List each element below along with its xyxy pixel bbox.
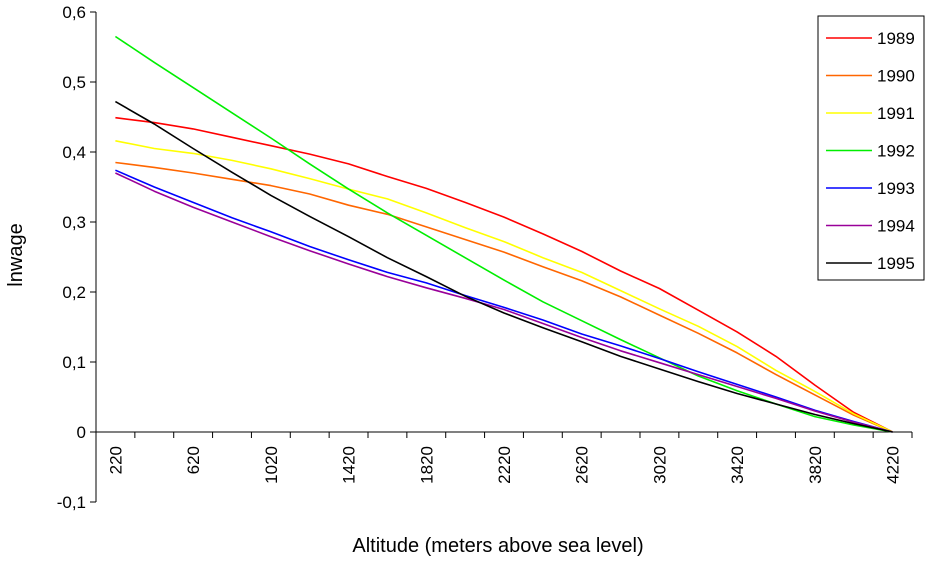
- x-tick-label: 1020: [262, 446, 281, 484]
- legend-box: [817, 15, 925, 281]
- series-line-1989: [115, 116, 893, 433]
- x-tick-label: 220: [106, 446, 125, 474]
- series-line-1995: [115, 100, 893, 433]
- y-tick-label: 0,2: [62, 283, 86, 302]
- y-tick-label: 0,6: [62, 3, 86, 22]
- x-tick-label: 3820: [806, 446, 825, 484]
- series-line-1992: [114, 35, 893, 433]
- legend-label-1991: 1991: [877, 104, 915, 123]
- series-lines: [114, 35, 893, 433]
- legend: 1989 1990 1991 1992 1993 1994 1995: [817, 15, 925, 281]
- x-tick-label: 1420: [340, 446, 359, 484]
- y-tick-label: 0,5: [62, 73, 86, 92]
- x-tick-label: 4220: [884, 446, 903, 484]
- series-line-1991: [115, 140, 893, 433]
- y-tick-label: 0: [77, 423, 86, 442]
- y-tick-label: 0,4: [62, 143, 86, 162]
- legend-label-1994: 1994: [877, 217, 915, 236]
- y-tick-label: 0,3: [62, 213, 86, 232]
- legend-label-1995: 1995: [877, 254, 915, 273]
- legend-label-1989: 1989: [877, 29, 915, 48]
- y-tick-label: 0,1: [62, 353, 86, 372]
- legend-label-1990: 1990: [877, 67, 915, 86]
- x-axis-title: Altitude (meters above sea level): [352, 535, 643, 557]
- axes: -0,1 0 0,1 0,2 0,3 0,4 0,5 0,6 220 620 1020 1420 182…: [57, 3, 913, 512]
- x-tick-label: 2220: [495, 446, 514, 484]
- x-tick-label: 3020: [650, 446, 669, 484]
- series-line-1993: [115, 169, 893, 433]
- legend-label-1992: 1992: [877, 142, 915, 161]
- series-line-1994: [115, 172, 893, 433]
- series-line-1990: [115, 161, 893, 433]
- y-axis-title: lnwage: [5, 223, 27, 286]
- x-tick-label: 1820: [417, 446, 436, 484]
- x-tick-label: 3420: [728, 446, 747, 484]
- legend-label-1993: 1993: [877, 179, 915, 198]
- y-tick-label: -0,1: [57, 493, 86, 512]
- x-tick-label: 620: [184, 446, 203, 474]
- x-tick-label: 2620: [573, 446, 592, 484]
